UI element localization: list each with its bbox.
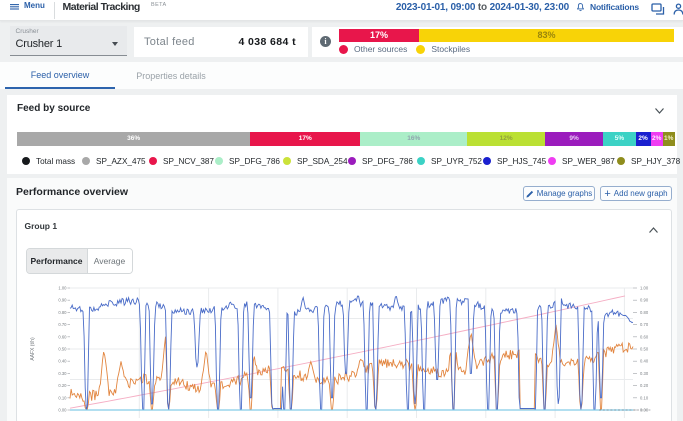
svg-text:0.10: 0.10 bbox=[58, 395, 67, 400]
svg-text:0.60: 0.60 bbox=[58, 334, 67, 339]
svg-text:0.80: 0.80 bbox=[58, 310, 67, 315]
svg-text:AAFX (t/h): AAFX (t/h) bbox=[30, 337, 36, 361]
svg-text:0.50: 0.50 bbox=[640, 347, 649, 352]
svg-text:0.50: 0.50 bbox=[58, 347, 67, 352]
svg-text:1.00: 1.00 bbox=[640, 286, 649, 291]
svg-text:0.20: 0.20 bbox=[640, 383, 649, 388]
svg-text:0.70: 0.70 bbox=[58, 322, 67, 327]
svg-text:0.60: 0.60 bbox=[640, 334, 649, 339]
svg-text:0.40: 0.40 bbox=[640, 359, 649, 364]
svg-text:0.30: 0.30 bbox=[58, 371, 67, 376]
svg-text:0.90: 0.90 bbox=[58, 298, 67, 303]
svg-text:0.90: 0.90 bbox=[640, 298, 649, 303]
svg-text:1.00: 1.00 bbox=[58, 286, 67, 291]
svg-text:0.40: 0.40 bbox=[58, 359, 67, 364]
svg-text:0.30: 0.30 bbox=[640, 371, 649, 376]
svg-text:0.00: 0.00 bbox=[58, 408, 67, 413]
svg-text:0.70: 0.70 bbox=[640, 322, 649, 327]
svg-text:0.80: 0.80 bbox=[640, 310, 649, 315]
svg-text:0.10: 0.10 bbox=[640, 395, 649, 400]
svg-text:0.20: 0.20 bbox=[58, 383, 67, 388]
svg-text:0.00: 0.00 bbox=[640, 408, 649, 413]
